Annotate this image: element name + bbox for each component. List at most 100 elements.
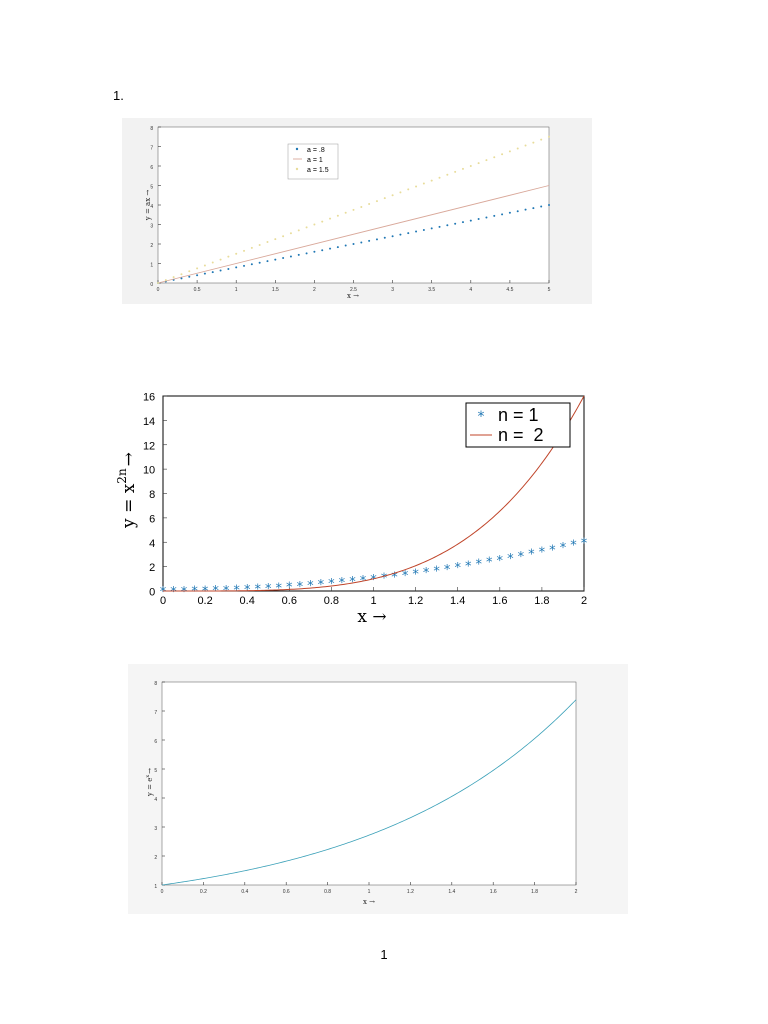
chart-1-data-point: [219, 258, 222, 261]
chart-2-data-point: *: [170, 585, 177, 600]
chart-1-data-point: [516, 147, 519, 150]
chart-2-data-point: *: [518, 550, 525, 565]
chart-2-y-ticks: 0 2 4 6 8 10 12 14 16: [143, 392, 167, 599]
svg-text:y = x2n→: y = x2n →: [115, 452, 139, 529]
chart-2-legend-label: n = 2: [498, 425, 544, 445]
chart-2-data-point: *: [402, 569, 409, 584]
chart-1-data-point: [196, 267, 199, 270]
chart-2-data-point: *: [476, 558, 483, 573]
chart-1-data-point: [469, 219, 472, 222]
chart-1-data-point: [485, 159, 488, 162]
chart-1-data-point: [282, 257, 285, 260]
chart-1-y-ticks: 0 1 2 3 4 5 6 7 8: [150, 126, 161, 288]
chart-1-data-point: [524, 208, 527, 211]
chart-1-data-point: [313, 250, 316, 253]
chart-1-data-point: [250, 263, 253, 266]
chart-2-x-tick-label: 2: [581, 595, 587, 607]
chart-3-x-tick-label: 1.4: [448, 889, 455, 895]
chart-2-data-point: *: [423, 566, 430, 581]
chart-2-data-point: *: [328, 577, 335, 592]
chart-2-data-point: *: [570, 539, 577, 554]
chart-2-data-point: *: [497, 554, 504, 569]
chart-1-x-tick-label: 4.5: [506, 287, 513, 293]
chart-1-y-tick-label: 7: [150, 145, 153, 151]
chart-1-data-point: [180, 277, 183, 280]
chart-1-data-point: [336, 246, 339, 249]
chart-2-x-tick-label: 0.4: [240, 595, 255, 607]
chart-1-x-tick-label: 5: [548, 287, 551, 293]
chart-1-y-tick-label: 4: [150, 204, 153, 210]
chart-1-x-label: x →: [347, 292, 359, 300]
chart-1-data-point: [321, 249, 324, 252]
chart-1-data-point: [383, 236, 386, 239]
chart-2-data-point: *: [276, 581, 283, 596]
chart-2-data-point: *: [528, 548, 535, 563]
chart-1-y-tick-label: 5: [150, 184, 153, 190]
chart-1-legend-swatch: [295, 147, 299, 151]
chart-1-data-point: [407, 232, 410, 235]
chart-1-data-point: [532, 141, 535, 144]
chart-3-x-tick-label: 1.2: [407, 889, 414, 895]
chart-2-legend: * n = 1n = 2: [465, 402, 571, 448]
chart-1-data-point: [477, 218, 480, 221]
chart-2-y-tick-label: 14: [143, 416, 155, 428]
chart-1-x-tick-label: 1: [235, 287, 238, 293]
chart-2-y-tick-label: 16: [143, 392, 155, 404]
chart-3-y-label: y = ex→: [145, 768, 154, 797]
chart-1-data-point: [548, 135, 550, 138]
chart-1-data-point: [430, 179, 433, 182]
chart-3-y-tick-label: 2: [154, 855, 157, 861]
chart-1-data-point: [297, 229, 300, 232]
chart-1-data-point: [180, 273, 183, 276]
chart-2-data-point: *: [454, 561, 461, 576]
chart-1-data-point: [508, 211, 511, 214]
chart-1-data-point: [540, 138, 543, 141]
chart-3-series-line: [161, 699, 577, 886]
chart-3-y-tick-label: 3: [154, 826, 157, 832]
chart-1-data-point: [344, 211, 347, 214]
chart-1-data-point: [461, 221, 464, 224]
chart-1-data-point: [227, 267, 230, 270]
chart-2-data-point: *: [391, 570, 398, 585]
chart-2-data-point: *: [212, 584, 219, 599]
chart-2-y-label-sup: 2n: [115, 468, 129, 484]
chart-2-y-label-main: y = x: [119, 483, 139, 529]
chart-1-data-point: [446, 224, 449, 227]
chart-2-legend-swatch: *: [478, 409, 485, 425]
chart-2-y-tick-label: 6: [149, 513, 155, 525]
chart-1-data-point: [172, 276, 175, 279]
chart-2-x-tick-label: 1.8: [534, 595, 549, 607]
chart-2-data-point: *: [181, 585, 188, 600]
chart-1-data-point: [305, 226, 308, 229]
chart-1-y-tick-label: 8: [150, 126, 153, 132]
chart-1-y-tick-label: 6: [150, 165, 153, 171]
chart-3-y-ticks: 1 2 3 4 5 6 7 8: [154, 681, 165, 890]
chart-1-data-point: [540, 205, 543, 208]
chart-1-data-point: [344, 244, 347, 247]
chart-3-y-tick-label: 1: [154, 884, 157, 890]
chart-1-legend-label: a = .8: [307, 147, 325, 154]
chart-2-data-point: *: [486, 556, 493, 571]
chart-3-y-tick-label: 4: [154, 797, 157, 803]
chart-1-data-point: [383, 197, 386, 200]
chart-1-data-point: [407, 188, 410, 191]
chart-1-data-point: [258, 261, 261, 264]
chart-2-x-tick-label: 0.8: [324, 595, 339, 607]
chart-3-x-tick-label: 0.8: [324, 889, 331, 895]
chart-1-data-point: [438, 176, 441, 179]
chart-1-data-point: [188, 270, 191, 273]
chart-2-y-tick-label: 0: [149, 587, 155, 599]
chart-2-data-point: *: [539, 546, 546, 561]
chart-1-legend: a = .8 a = 1 a = 1.5: [287, 143, 339, 180]
chart-2-data-point: *: [444, 563, 451, 578]
chart-1-data-point: [461, 167, 464, 170]
chart-1-data-point: [415, 185, 418, 188]
chart-3-y-tick-label: 6: [154, 739, 157, 745]
chart-1-data-point: [360, 205, 363, 208]
chart-1-data-point: [391, 235, 394, 238]
chart-2-data-point: *: [307, 579, 314, 594]
chart-2-legend-box: [465, 402, 571, 448]
chart-2-data-point: *: [560, 541, 567, 556]
chart-1-data-point: [266, 241, 269, 244]
chart-3-x-tick-label: 0.6: [283, 889, 290, 895]
